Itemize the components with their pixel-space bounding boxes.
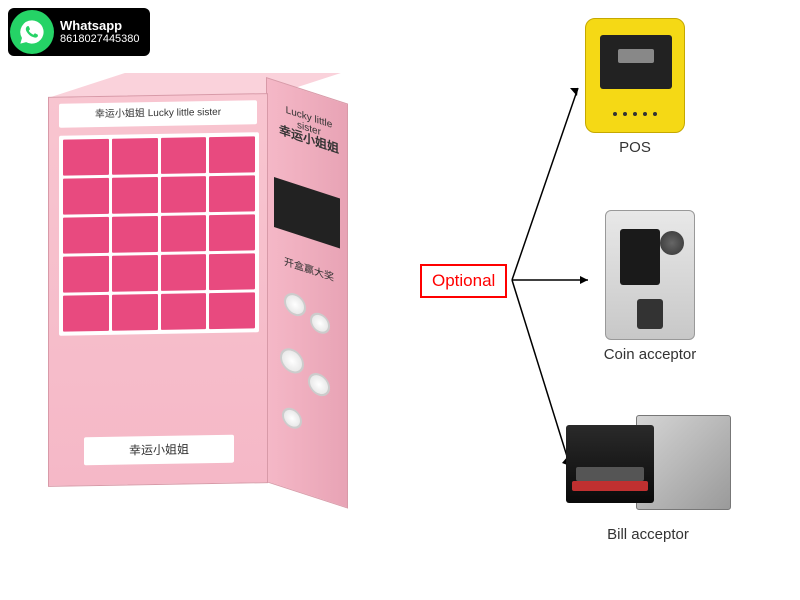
product-cell: [209, 214, 255, 251]
bill-slot: [576, 467, 644, 481]
product-cell: [161, 137, 207, 174]
product-cell: [112, 294, 158, 331]
product-cell: [112, 138, 158, 175]
product-cell: [209, 136, 255, 173]
product-cell: [63, 139, 109, 176]
coin-acceptor-label: Coin acceptor: [590, 346, 710, 363]
bill-acceptor-body: [566, 405, 731, 520]
pos-label: POS: [575, 139, 695, 156]
whatsapp-icon: [10, 10, 54, 54]
product-cell: [112, 216, 158, 253]
bill-bezel: [566, 425, 654, 503]
product-cell: [112, 177, 158, 214]
whatsapp-label: Whatsapp: [60, 19, 140, 33]
product-cell: [63, 256, 109, 293]
product-cell: [209, 292, 255, 329]
vending-machine: Lucky little sister 幸运小姐姐 开盒赢大奖 幸运小姐姐 Lu…: [48, 95, 328, 500]
machine-header: 幸运小姐姐 Lucky little sister: [59, 100, 257, 127]
coin-slot: [620, 229, 660, 285]
product-cell: [63, 217, 109, 254]
machine-front-face: 幸运小姐姐 Lucky little sister 幸运小姐姐: [48, 93, 268, 487]
whatsapp-number: 8618027445380: [60, 33, 140, 45]
optional-label-box: Optional: [420, 264, 507, 298]
pos-device: POS: [575, 18, 695, 156]
bill-lip: [572, 481, 648, 491]
product-cell: [161, 254, 207, 291]
coin-acceptor-body: [605, 210, 695, 340]
whatsapp-badge: Whatsapp 8618027445380: [8, 8, 150, 56]
pos-body: [585, 18, 685, 133]
coin-return: [637, 299, 663, 329]
whatsapp-text-block: Whatsapp 8618027445380: [60, 19, 140, 45]
coin-insert-hole: [660, 231, 684, 255]
product-cell: [161, 293, 207, 330]
pos-screen: [600, 35, 672, 89]
coin-acceptor-device: Coin acceptor: [590, 210, 710, 363]
bill-acceptor-device: Bill acceptor: [558, 405, 738, 543]
machine-bottom-label: 幸运小姐姐: [84, 435, 234, 466]
product-cell: [209, 175, 255, 212]
product-cell: [209, 253, 255, 290]
bill-acceptor-label: Bill acceptor: [558, 526, 738, 543]
product-cell: [63, 178, 109, 215]
product-cell: [161, 215, 207, 252]
product-cell: [161, 176, 207, 213]
product-cell: [112, 255, 158, 292]
machine-product-grid: [59, 132, 259, 335]
product-cell: [63, 295, 109, 332]
pos-keypad-dots: [586, 112, 684, 116]
